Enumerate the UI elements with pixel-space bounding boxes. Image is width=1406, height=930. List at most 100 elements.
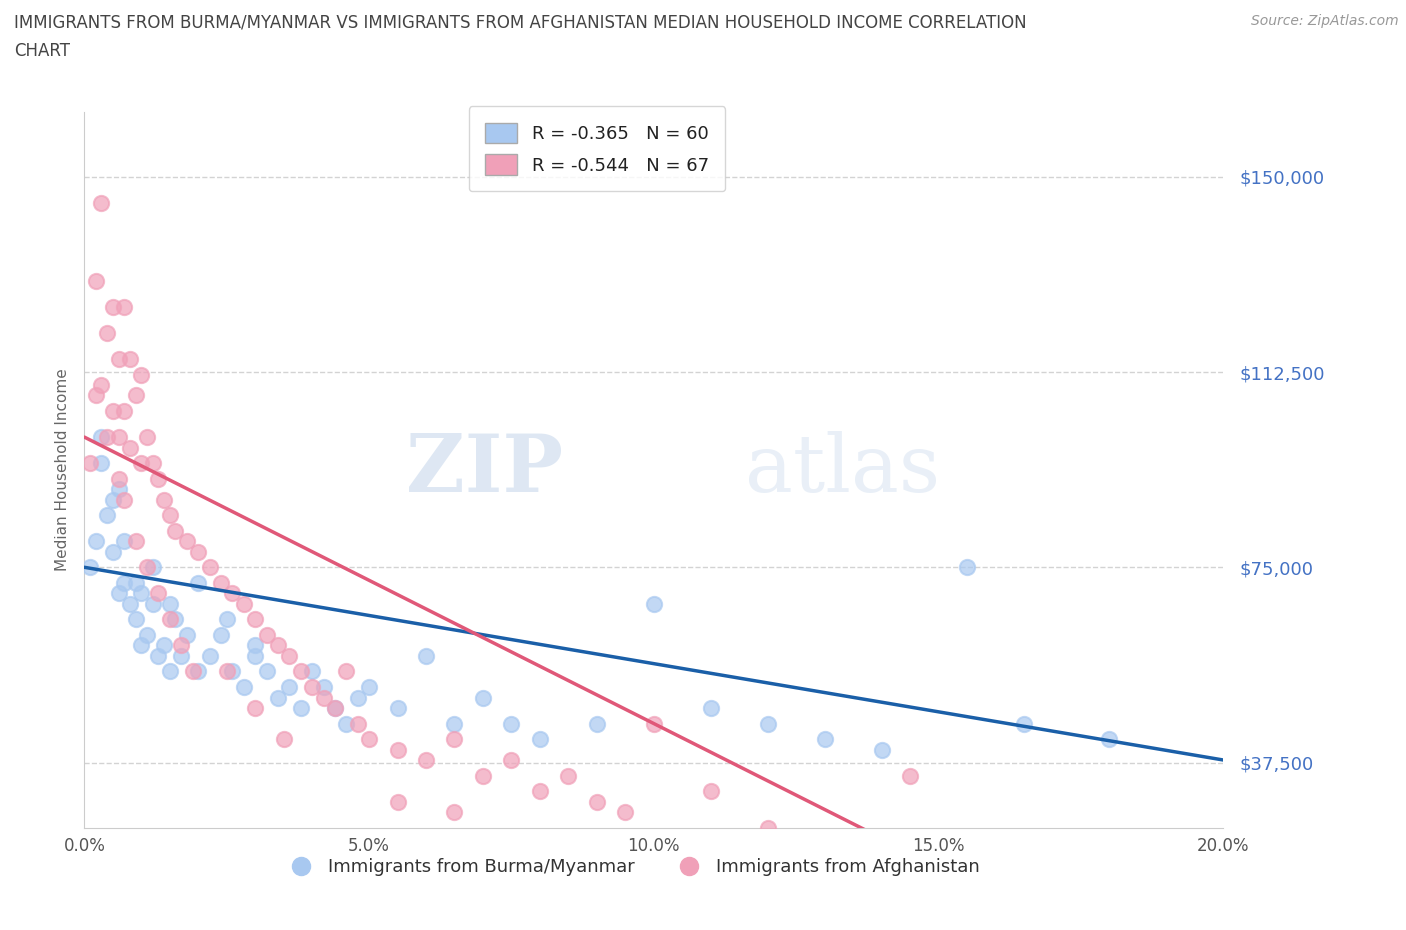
Point (131, 456, 153, 471)
Point (118, 596, 141, 611)
Point (136, 560, 159, 575)
Point (131, 638, 153, 653)
Point (165, 612, 187, 627)
Point (443, 716, 465, 731)
Point (159, 596, 181, 611)
Point (256, 628, 278, 643)
Point (346, 690, 368, 705)
Point (187, 544, 209, 559)
Point (96, 508, 118, 523)
Point (387, 742, 409, 757)
Point (1012, 716, 1035, 731)
Point (278, 648, 301, 663)
Point (529, 784, 551, 799)
Point (107, 482, 129, 497)
Point (107, 430, 129, 445)
Point (136, 628, 159, 643)
Y-axis label: Median Household Income: Median Household Income (55, 368, 70, 571)
Point (124, 612, 146, 627)
Text: IMMIGRANTS FROM BURMA/MYANMAR VS IMMIGRANTS FROM AFGHANISTAN MEDIAN HOUSEHOLD IN: IMMIGRANTS FROM BURMA/MYANMAR VS IMMIGRA… (14, 14, 1026, 32)
Point (278, 680, 301, 695)
Point (245, 638, 267, 653)
Point (131, 586, 153, 601)
Point (148, 648, 170, 663)
Legend: Immigrants from Burma/Myanmar, Immigrants from Afghanistan: Immigrants from Burma/Myanmar, Immigrant… (276, 851, 987, 884)
Point (501, 716, 523, 731)
Point (170, 638, 193, 653)
Point (956, 560, 979, 575)
Point (101, 492, 124, 507)
Point (90, 430, 112, 445)
Point (159, 508, 181, 523)
Point (221, 664, 243, 679)
Point (79, 456, 101, 471)
Point (118, 352, 141, 366)
Point (586, 716, 609, 731)
Point (187, 576, 209, 591)
Point (387, 700, 409, 715)
Point (90, 378, 112, 392)
Point (301, 664, 323, 679)
Point (232, 596, 254, 611)
Point (112, 299, 135, 314)
Point (90, 456, 112, 471)
Point (112, 404, 135, 418)
Point (312, 690, 335, 705)
Point (301, 680, 323, 695)
Point (153, 492, 176, 507)
Point (529, 732, 551, 747)
Point (198, 648, 221, 663)
Point (148, 472, 170, 486)
Point (209, 628, 232, 643)
Point (131, 367, 153, 382)
Text: Source: ZipAtlas.com: Source: ZipAtlas.com (1251, 14, 1399, 28)
Point (159, 664, 181, 679)
Point (96, 326, 118, 340)
Point (1098, 732, 1121, 747)
Point (209, 576, 232, 591)
Point (124, 388, 146, 403)
Text: CHART: CHART (14, 42, 70, 60)
Point (700, 700, 723, 715)
Point (335, 664, 357, 679)
Point (323, 700, 346, 715)
Point (700, 784, 723, 799)
Text: atlas: atlas (745, 431, 941, 509)
Text: ZIP: ZIP (406, 431, 562, 509)
Point (112, 492, 135, 507)
Point (870, 742, 893, 757)
Point (215, 664, 238, 679)
Point (756, 820, 779, 835)
Point (415, 648, 437, 663)
Point (136, 430, 159, 445)
Point (153, 638, 176, 653)
Point (245, 648, 267, 663)
Point (756, 716, 779, 731)
Point (90, 195, 112, 210)
Point (84, 534, 107, 549)
Point (387, 794, 409, 809)
Point (359, 680, 381, 695)
Point (176, 534, 198, 549)
Point (614, 804, 637, 819)
Point (112, 576, 135, 591)
Point (643, 716, 665, 731)
Point (112, 534, 135, 549)
Point (176, 628, 198, 643)
Point (501, 752, 523, 767)
Point (79, 560, 101, 575)
Point (586, 794, 609, 809)
Point (290, 664, 312, 679)
Point (267, 690, 290, 705)
Point (107, 472, 129, 486)
Point (443, 732, 465, 747)
Point (142, 456, 165, 471)
Point (221, 586, 243, 601)
Point (148, 586, 170, 601)
Point (232, 680, 254, 695)
Point (84, 273, 107, 288)
Point (472, 768, 495, 783)
Point (557, 768, 579, 783)
Point (101, 544, 124, 559)
Point (96, 430, 118, 445)
